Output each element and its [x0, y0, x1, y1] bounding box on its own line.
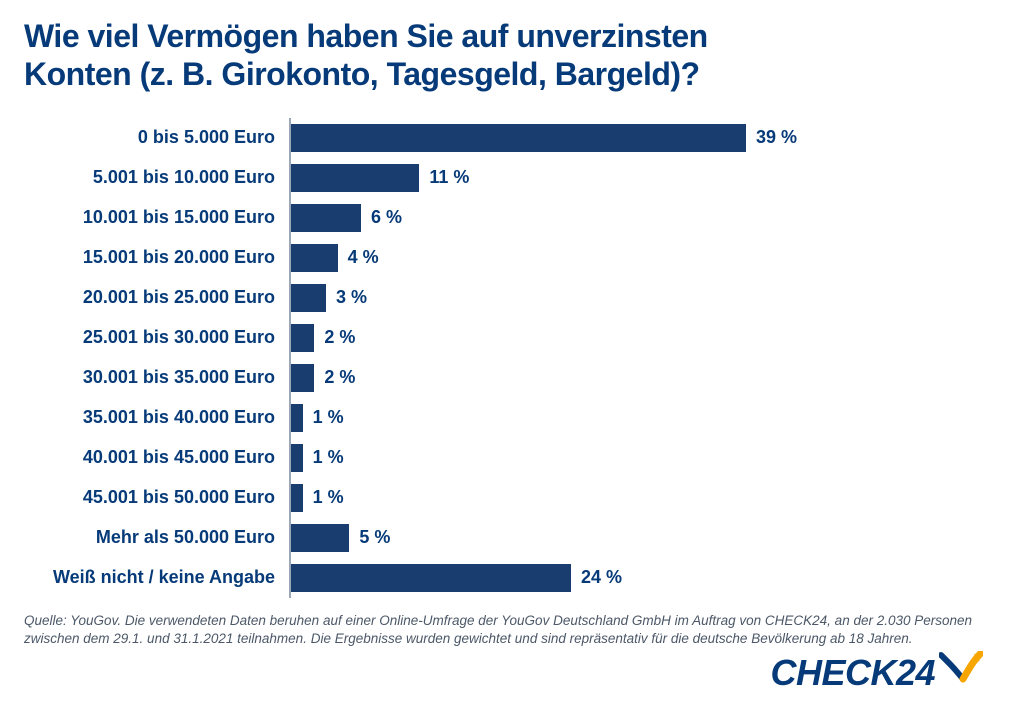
bar — [291, 244, 338, 272]
category-label: Weiß nicht / keine Angabe — [24, 567, 289, 588]
y-axis-segment — [289, 198, 291, 238]
bar — [291, 564, 571, 592]
logo-arrow-icon — [939, 651, 983, 694]
bar-area: 2 % — [289, 318, 989, 358]
chart-row: 5.001 bis 10.000 Euro 11 % — [24, 158, 989, 198]
y-axis-segment — [289, 158, 291, 198]
value-label: 11 % — [429, 167, 469, 188]
category-label: 15.001 bis 20.000 Euro — [24, 247, 289, 268]
category-label: 25.001 bis 30.000 Euro — [24, 327, 289, 348]
bar-area: 6 % — [289, 198, 989, 238]
chart-row: 0 bis 5.000 Euro 39 % — [24, 118, 989, 158]
bar — [291, 284, 326, 312]
category-label: 5.001 bis 10.000 Euro — [24, 167, 289, 188]
bar — [291, 484, 303, 512]
chart-row: 30.001 bis 35.000 Euro 2 % — [24, 358, 989, 398]
y-axis-segment — [289, 238, 291, 278]
bar — [291, 524, 349, 552]
bar — [291, 404, 303, 432]
chart-row: 45.001 bis 50.000 Euro 1 % — [24, 478, 989, 518]
value-label: 4 % — [348, 247, 379, 268]
chart-row: 15.001 bis 20.000 Euro 4 % — [24, 238, 989, 278]
y-axis-segment — [289, 478, 291, 518]
y-axis-segment — [289, 118, 291, 158]
chart-row: Mehr als 50.000 Euro 5 % — [24, 518, 989, 558]
bar-area: 39 % — [289, 118, 989, 158]
value-label: 39 % — [756, 127, 797, 148]
bar — [291, 444, 303, 472]
y-axis-segment — [289, 518, 291, 558]
value-label: 3 % — [336, 287, 367, 308]
value-label: 6 % — [371, 207, 402, 228]
bar-area: 5 % — [289, 518, 989, 558]
bar — [291, 164, 419, 192]
chart-row: 25.001 bis 30.000 Euro 2 % — [24, 318, 989, 358]
value-label: 2 % — [324, 367, 355, 388]
category-label: 40.001 bis 45.000 Euro — [24, 447, 289, 468]
bar-area: 1 % — [289, 438, 989, 478]
bar-area: 24 % — [289, 558, 989, 598]
value-label: 2 % — [324, 327, 355, 348]
bar-area: 4 % — [289, 238, 989, 278]
bar-chart: 0 bis 5.000 Euro 39 % 5.001 bis 10.000 Eur… — [24, 118, 989, 598]
value-label: 1 % — [313, 407, 344, 428]
category-label: 10.001 bis 15.000 Euro — [24, 207, 289, 228]
chart-row: Weiß nicht / keine Angabe 24 % — [24, 558, 989, 598]
category-label: Mehr als 50.000 Euro — [24, 527, 289, 548]
category-label: 35.001 bis 40.000 Euro — [24, 407, 289, 428]
value-label: 1 % — [313, 447, 344, 468]
bar — [291, 124, 746, 152]
value-label: 24 % — [581, 567, 622, 588]
bar — [291, 204, 361, 232]
y-axis-segment — [289, 438, 291, 478]
bar-area: 1 % — [289, 478, 989, 518]
y-axis-segment — [289, 398, 291, 438]
category-label: 20.001 bis 25.000 Euro — [24, 287, 289, 308]
chart-row: 35.001 bis 40.000 Euro 1 % — [24, 398, 989, 438]
y-axis-segment — [289, 358, 291, 398]
chart-row: 40.001 bis 45.000 Euro 1 % — [24, 438, 989, 478]
y-axis-segment — [289, 318, 291, 358]
bar-area: 1 % — [289, 398, 989, 438]
chart-row: 10.001 bis 15.000 Euro 6 % — [24, 198, 989, 238]
bar — [291, 324, 314, 352]
value-label: 5 % — [359, 527, 390, 548]
category-label: 45.001 bis 50.000 Euro — [24, 487, 289, 508]
bar — [291, 364, 314, 392]
chart-row: 20.001 bis 25.000 Euro 3 % — [24, 278, 989, 318]
category-label: 30.001 bis 35.000 Euro — [24, 367, 289, 388]
title-line-1: Wie viel Vermögen haben Sie auf unverzin… — [24, 18, 708, 54]
check24-logo: CHECK24 — [770, 651, 983, 694]
source-footnote: Quelle: YouGov. Die verwendeten Daten be… — [24, 612, 989, 648]
y-axis-segment — [289, 558, 291, 598]
chart-title: Wie viel Vermögen haben Sie auf unverzin… — [24, 18, 989, 94]
category-label: 0 bis 5.000 Euro — [24, 127, 289, 148]
bar-area: 3 % — [289, 278, 989, 318]
value-label: 1 % — [313, 487, 344, 508]
bar-area: 2 % — [289, 358, 989, 398]
title-line-2: Konten (z. B. Girokonto, Tagesgeld, Barg… — [24, 56, 700, 92]
logo-text: CHECK24 — [770, 652, 935, 694]
y-axis-segment — [289, 278, 291, 318]
bar-area: 11 % — [289, 158, 989, 198]
